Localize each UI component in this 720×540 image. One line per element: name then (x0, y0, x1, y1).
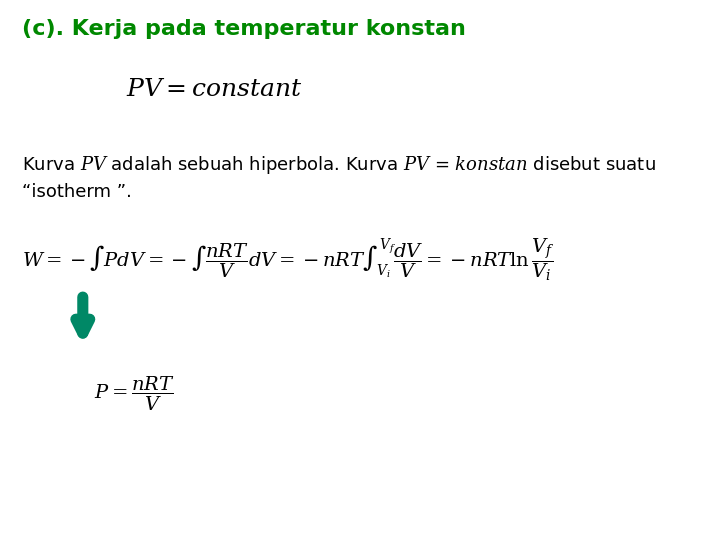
Text: Kurva $PV$ adalah sebuah hiperbola. Kurva $PV$ = $konstan$ disebut suatu: Kurva $PV$ adalah sebuah hiperbola. Kurv… (22, 154, 655, 176)
Text: “isotherm ”.: “isotherm ”. (22, 183, 132, 201)
Text: $W = -\int PdV = -\int \dfrac{nRT}{V}dV = -nRT\int_{V_i}^{V_f} \dfrac{dV}{V} = -: $W = -\int PdV = -\int \dfrac{nRT}{V}dV … (22, 236, 554, 282)
Text: (c). Kerja pada temperatur konstan: (c). Kerja pada temperatur konstan (22, 19, 465, 39)
Text: $P = \dfrac{nRT}{V}$: $P = \dfrac{nRT}{V}$ (94, 375, 174, 413)
Text: $PV = constant$: $PV = constant$ (126, 77, 303, 101)
